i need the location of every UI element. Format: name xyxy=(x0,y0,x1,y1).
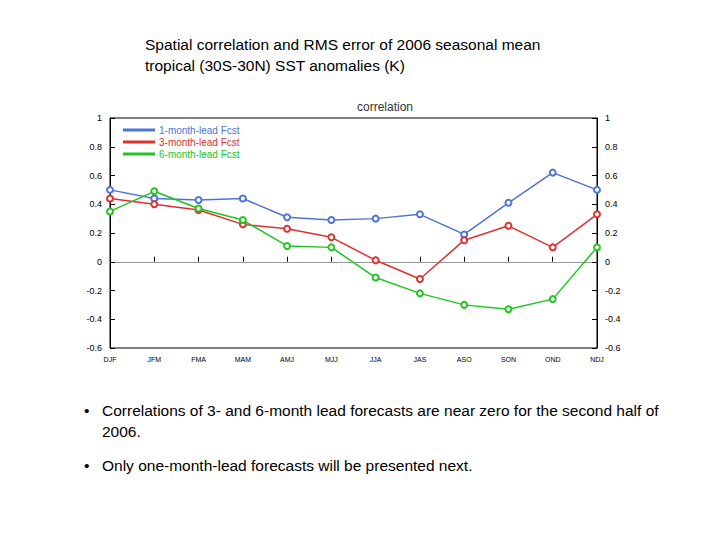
svg-text:OND: OND xyxy=(545,356,561,363)
svg-text:JAS: JAS xyxy=(413,356,426,363)
html-text:Correlations of 3- and 6-month: Correlations of 3- and 6-month lead fore… xyxy=(102,402,659,440)
svg-text:1: 1 xyxy=(605,113,610,123)
svg-text:1-month-lead Fcst: 1-month-lead Fcst xyxy=(159,125,240,136)
svg-text:0: 0 xyxy=(97,257,102,267)
html-text:Only one-month-lead forecasts: Only one-month-lead forecasts will be pr… xyxy=(102,457,473,474)
svg-text:0.4: 0.4 xyxy=(605,199,618,209)
svg-text:0.8: 0.8 xyxy=(89,142,102,152)
svg-text:NDJ: NDJ xyxy=(590,356,604,363)
svg-text:1: 1 xyxy=(97,113,102,123)
svg-text:-0.4: -0.4 xyxy=(86,314,102,324)
svg-text:0.8: 0.8 xyxy=(605,142,618,152)
svg-text:JFM: JFM xyxy=(147,356,161,363)
svg-text:0.2: 0.2 xyxy=(89,228,102,238)
svg-text:AMJ: AMJ xyxy=(280,356,294,363)
svg-text:SON: SON xyxy=(501,356,516,363)
svg-text:-0.6: -0.6 xyxy=(86,343,102,353)
svg-text:MAM: MAM xyxy=(235,356,252,363)
svg-text:correlation: correlation xyxy=(357,100,413,114)
svg-text:0.2: 0.2 xyxy=(605,228,618,238)
svg-text:6-month-lead Fcst: 6-month-lead Fcst xyxy=(159,149,240,160)
svg-text:3-month-lead Fcst: 3-month-lead Fcst xyxy=(159,137,240,148)
svg-text:-0.2: -0.2 xyxy=(605,286,621,296)
svg-text:JJA: JJA xyxy=(370,356,382,363)
svg-text:0: 0 xyxy=(605,257,610,267)
svg-text:DJF: DJF xyxy=(104,356,117,363)
svg-text:0.4: 0.4 xyxy=(89,199,102,209)
svg-text:MJJ: MJJ xyxy=(325,356,338,363)
svg-text:-0.6: -0.6 xyxy=(605,343,621,353)
svg-text:-0.2: -0.2 xyxy=(86,286,102,296)
svg-text:FMA: FMA xyxy=(191,356,206,363)
svg-text:0.6: 0.6 xyxy=(89,171,102,181)
svg-text:ASO: ASO xyxy=(457,356,472,363)
svg-text:-0.4: -0.4 xyxy=(605,314,621,324)
html-text:Spatial correlation and RMS er: Spatial correlation and RMS error of 200… xyxy=(145,36,541,74)
svg-text:0.6: 0.6 xyxy=(605,171,618,181)
